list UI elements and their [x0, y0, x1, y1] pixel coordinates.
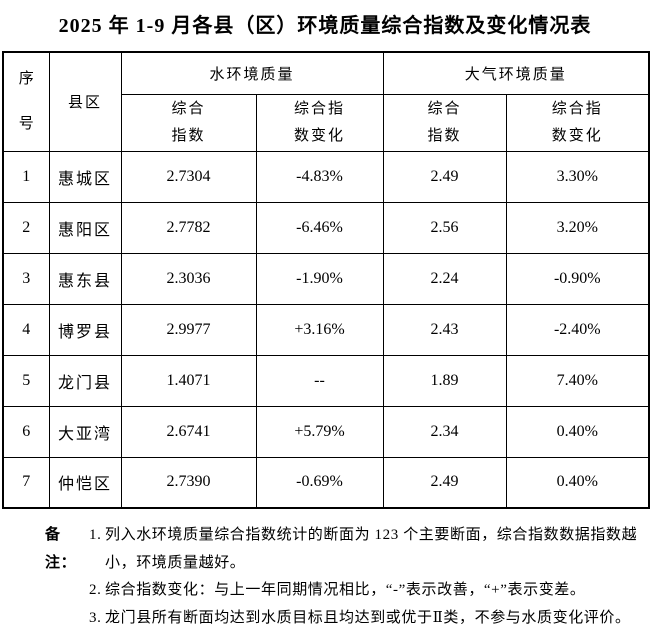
- note-item: 2. 综合指数变化：与上一年同期情况相比，“-”表示改善，“+”表示变差。: [89, 577, 642, 605]
- table-row: 1 惠城区 2.7304 -4.83% 2.49 3.30%: [3, 151, 649, 202]
- note-text: 综合指数变化：与上一年同期情况相比，“-”表示改善，“+”表示变差。: [105, 577, 642, 605]
- water-index-cell: 2.7390: [121, 457, 256, 508]
- water-change-cell: --: [256, 355, 383, 406]
- column-header-air-change: 综合指 数变化: [506, 94, 649, 151]
- water-change-cell: +5.79%: [256, 406, 383, 457]
- column-header-district: 县区: [49, 52, 121, 151]
- air-change-cell: 3.30%: [506, 151, 649, 202]
- water-change-cell: -6.46%: [256, 202, 383, 253]
- district-cell: 惠东县: [49, 253, 121, 304]
- note-number: 2.: [89, 577, 105, 605]
- air-index-cell: 2.56: [383, 202, 506, 253]
- air-change-cell: -2.40%: [506, 304, 649, 355]
- district-cell: 博罗县: [49, 304, 121, 355]
- air-change-cell: 0.40%: [506, 406, 649, 457]
- air-index-cell: 2.49: [383, 457, 506, 508]
- column-header-seq: 序 号: [3, 52, 49, 151]
- table-row: 3 惠东县 2.3036 -1.90% 2.24 -0.90%: [3, 253, 649, 304]
- env-quality-table: 序 号 县区 水环境质量 大气环境质量 综合 指数 综合指 数变化 综合 指数 …: [2, 51, 650, 509]
- table-row: 2 惠阳区 2.7782 -6.46% 2.56 3.20%: [3, 202, 649, 253]
- water-change-header-line1: 综合指: [294, 101, 345, 117]
- water-index-cell: 2.6741: [121, 406, 256, 457]
- column-header-water-change: 综合指 数变化: [256, 94, 383, 151]
- note-number: 3.: [89, 605, 105, 632]
- note-text: 龙门县所有断面均达到水质目标且均达到或优于Ⅱ类，不参与水质变化评价。: [105, 605, 642, 632]
- air-change-cell: 3.20%: [506, 202, 649, 253]
- note-row: 备注： 1. 列入水环境质量综合指数统计的断面为 123 个主要断面，综合指数数…: [45, 522, 642, 577]
- note-row: 2. 综合指数变化：与上一年同期情况相比，“-”表示改善，“+”表示变差。: [45, 577, 642, 605]
- notes-section: 备注： 1. 列入水环境质量综合指数统计的断面为 123 个主要断面，综合指数数…: [45, 522, 642, 632]
- air-change-header-line2: 数变化: [552, 128, 603, 144]
- water-change-cell: -1.90%: [256, 253, 383, 304]
- air-index-cell: 1.89: [383, 355, 506, 406]
- water-index-cell: 2.9977: [121, 304, 256, 355]
- group-header-water: 水环境质量: [121, 52, 383, 94]
- air-index-cell: 2.49: [383, 151, 506, 202]
- district-cell: 惠城区: [49, 151, 121, 202]
- air-index-header-line2: 指数: [428, 128, 462, 144]
- note-number: 1.: [89, 522, 105, 577]
- water-change-cell: +3.16%: [256, 304, 383, 355]
- note-row: 3. 龙门县所有断面均达到水质目标且均达到或优于Ⅱ类，不参与水质变化评价。: [45, 605, 642, 632]
- water-change-cell: -0.69%: [256, 457, 383, 508]
- column-header-water-index: 综合 指数: [121, 94, 256, 151]
- district-cell: 大亚湾: [49, 406, 121, 457]
- table-row: 5 龙门县 1.4071 -- 1.89 7.40%: [3, 355, 649, 406]
- note-text: 列入水环境质量综合指数统计的断面为 123 个主要断面，综合指数数据指数越小，环…: [105, 522, 642, 577]
- water-index-cell: 1.4071: [121, 355, 256, 406]
- water-index-header-line1: 综合: [171, 101, 205, 117]
- table-body: 1 惠城区 2.7304 -4.83% 2.49 3.30% 2 惠阳区 2.7…: [3, 151, 649, 508]
- seq-header-line1: 序: [19, 71, 34, 87]
- note-item: 3. 龙门县所有断面均达到水质目标且均达到或优于Ⅱ类，不参与水质变化评价。: [89, 605, 642, 632]
- water-change-header-line2: 数变化: [294, 128, 345, 144]
- row-index-cell: 7: [3, 457, 49, 508]
- water-index-cell: 2.3036: [121, 253, 256, 304]
- notes-label: 备注：: [45, 522, 89, 577]
- table-row: 4 博罗县 2.9977 +3.16% 2.43 -2.40%: [3, 304, 649, 355]
- water-index-cell: 2.7304: [121, 151, 256, 202]
- page-title: 2025 年 1-9 月各县（区）环境质量综合指数及变化情况表: [0, 0, 650, 38]
- table-row: 7 仲恺区 2.7390 -0.69% 2.49 0.40%: [3, 457, 649, 508]
- row-index-cell: 2: [3, 202, 49, 253]
- table-header: 序 号 县区 水环境质量 大气环境质量 综合 指数 综合指 数变化 综合 指数 …: [3, 52, 649, 151]
- column-header-air-index: 综合 指数: [383, 94, 506, 151]
- water-change-cell: -4.83%: [256, 151, 383, 202]
- air-change-cell: 0.40%: [506, 457, 649, 508]
- row-index-cell: 3: [3, 253, 49, 304]
- air-index-cell: 2.24: [383, 253, 506, 304]
- table-row: 6 大亚湾 2.6741 +5.79% 2.34 0.40%: [3, 406, 649, 457]
- district-cell: 惠阳区: [49, 202, 121, 253]
- row-index-cell: 1: [3, 151, 49, 202]
- note-item: 1. 列入水环境质量综合指数统计的断面为 123 个主要断面，综合指数数据指数越…: [89, 522, 642, 577]
- air-index-header-line1: 综合: [428, 101, 462, 117]
- district-cell: 仲恺区: [49, 457, 121, 508]
- row-index-cell: 6: [3, 406, 49, 457]
- water-index-cell: 2.7782: [121, 202, 256, 253]
- row-index-cell: 5: [3, 355, 49, 406]
- seq-header-line2: 号: [19, 116, 34, 132]
- water-index-header-line2: 指数: [171, 128, 205, 144]
- air-index-cell: 2.34: [383, 406, 506, 457]
- group-header-air: 大气环境质量: [383, 52, 649, 94]
- air-change-cell: 7.40%: [506, 355, 649, 406]
- district-cell: 龙门县: [49, 355, 121, 406]
- air-change-header-line1: 综合指: [552, 101, 603, 117]
- air-index-cell: 2.43: [383, 304, 506, 355]
- air-change-cell: -0.90%: [506, 253, 649, 304]
- row-index-cell: 4: [3, 304, 49, 355]
